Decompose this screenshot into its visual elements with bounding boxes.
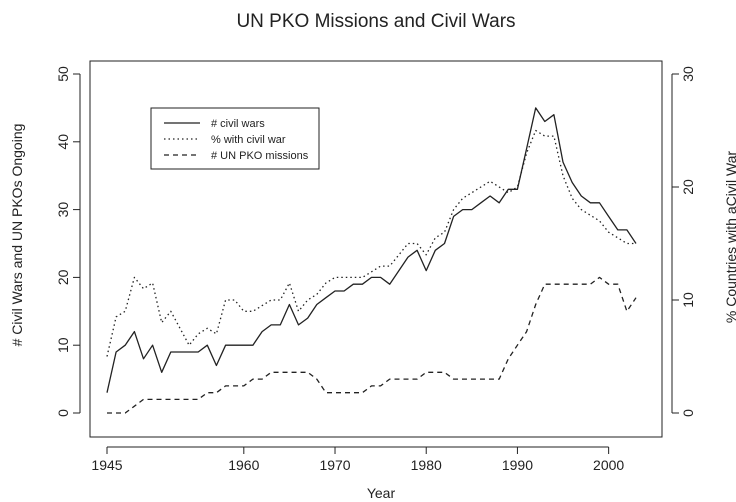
legend-label-civil-wars: # civil wars <box>211 118 265 130</box>
y-left-tick-label: 50 <box>55 66 71 82</box>
x-tick-label: 2000 <box>593 457 624 473</box>
y-axis-left-label: # Civil Wars and UN PKOs Ongoing <box>9 124 25 347</box>
y-right-tick-label: 10 <box>680 292 696 308</box>
x-tick-label: 1980 <box>411 457 442 473</box>
y-axis-right: 0 10 20 30 <box>671 66 696 417</box>
legend-label-percent-civil-war: % with civil war <box>211 134 286 146</box>
x-tick-label: 1945 <box>91 457 122 473</box>
y-axis-left: 0 10 20 30 40 50 <box>55 66 81 417</box>
y-axis-right-label: % Countries with aCivil War <box>723 151 736 324</box>
y-left-tick-label: 10 <box>55 337 71 353</box>
y-left-tick-label: 40 <box>55 134 71 150</box>
y-right-tick-label: 0 <box>680 409 696 417</box>
x-tick-label: 1960 <box>228 457 259 473</box>
x-tick-label: 1970 <box>319 457 350 473</box>
x-axis-label: Year <box>367 485 396 501</box>
series-percent-civil-war <box>106 129 636 357</box>
x-axis: 1945 1960 1970 1980 1990 2000 <box>91 446 624 473</box>
y-right-tick-label: 20 <box>680 179 696 195</box>
legend: # civil wars % with civil war # UN PKO m… <box>150 107 320 170</box>
legend-label-un-pko: # UN PKO missions <box>211 150 309 162</box>
series-layer <box>106 107 637 414</box>
y-left-tick-label: 30 <box>55 202 71 218</box>
chart-title: UN PKO Missions and Civil Wars <box>236 11 515 32</box>
y-left-tick-label: 20 <box>55 269 71 285</box>
series-civil-wars <box>106 107 637 393</box>
plot-frame <box>89 60 663 438</box>
y-left-tick-label: 0 <box>55 409 71 417</box>
series-un-pko-missions <box>107 276 637 414</box>
y-right-tick-label: 30 <box>680 66 696 82</box>
x-tick-label: 1990 <box>502 457 533 473</box>
